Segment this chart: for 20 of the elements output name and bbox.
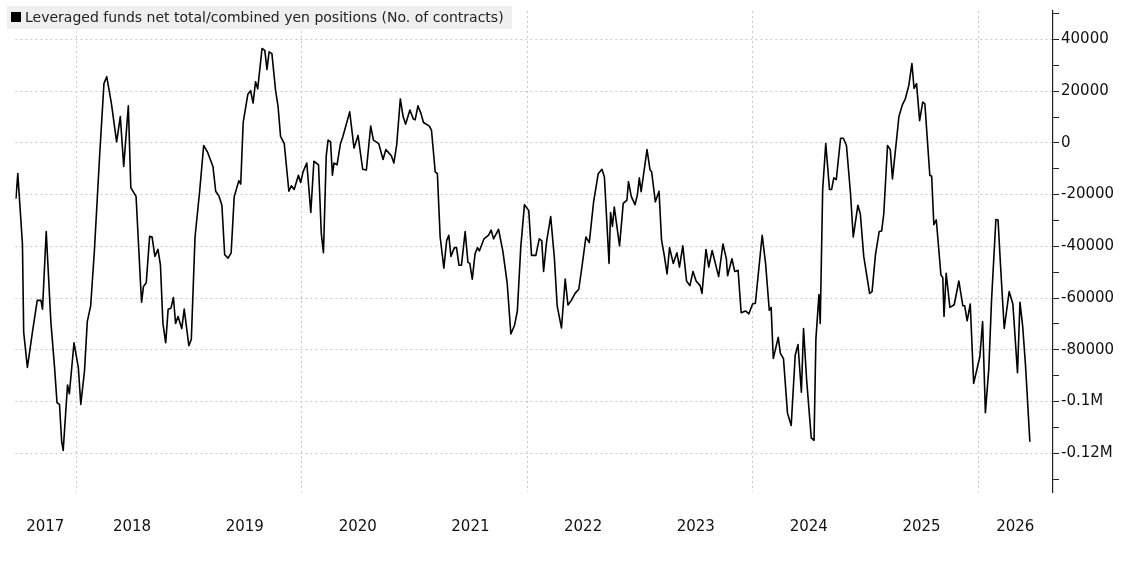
- y-tick-label: -20000: [1061, 184, 1115, 203]
- legend-label: Leveraged funds net total/combined yen positions (No. of contracts): [25, 9, 504, 25]
- x-tick-label: 2018: [112, 516, 152, 535]
- x-tick-label: 2023: [676, 516, 715, 535]
- y-tick-label: -60000: [1061, 287, 1115, 306]
- y-tick-label: 20000: [1061, 81, 1109, 100]
- x-tick-label: 2021: [451, 516, 490, 535]
- x-tick-label: 2017: [26, 516, 65, 535]
- x-tick-label: 2024: [789, 516, 828, 535]
- y-tick-label: -0.12M: [1061, 443, 1113, 462]
- x-tick-label: 2026: [996, 516, 1035, 535]
- x-tick-label: 2019: [225, 516, 264, 535]
- y-tick-label: -40000: [1061, 236, 1115, 255]
- y-tick-label: -0.1M: [1061, 391, 1104, 410]
- x-tick-label: 2020: [338, 516, 377, 535]
- x-tick-label: 2025: [902, 516, 941, 535]
- y-tick-label: -80000: [1061, 339, 1115, 358]
- y-tick-label: 0: [1061, 132, 1071, 151]
- y-tick-label: 40000: [1061, 29, 1109, 48]
- x-tick-label: 2022: [564, 516, 603, 535]
